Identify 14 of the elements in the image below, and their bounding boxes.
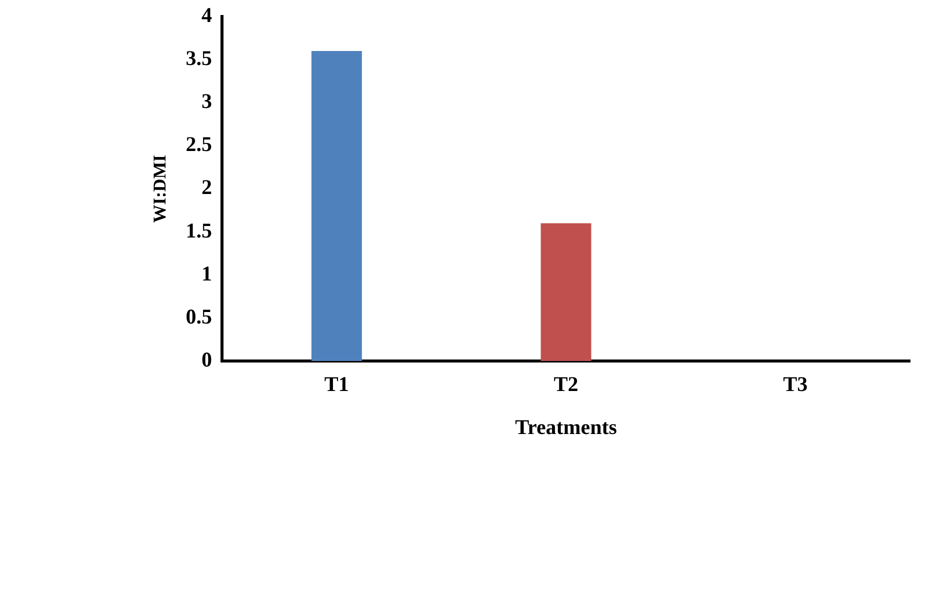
y-tick-label: 3.5: [186, 46, 212, 70]
y-tick-label: 1: [202, 261, 212, 286]
y-tick-label: 2: [202, 175, 212, 200]
y-tick-label: 0: [202, 347, 212, 372]
x-axis-title: Treatments: [515, 414, 617, 439]
x-tick-label: T1: [324, 372, 349, 396]
x-tick-label: T2: [554, 372, 578, 396]
y-tick-label: 0.5: [186, 304, 212, 328]
y-axis-title: WI:DMI: [149, 154, 170, 223]
y-tick-label: 2.5: [186, 132, 212, 156]
y-tick-label: 3: [202, 89, 212, 114]
y-tick-label: 4: [202, 3, 212, 28]
y-tick-label: 1.5: [186, 218, 212, 242]
x-tick-label: T3: [783, 372, 808, 396]
